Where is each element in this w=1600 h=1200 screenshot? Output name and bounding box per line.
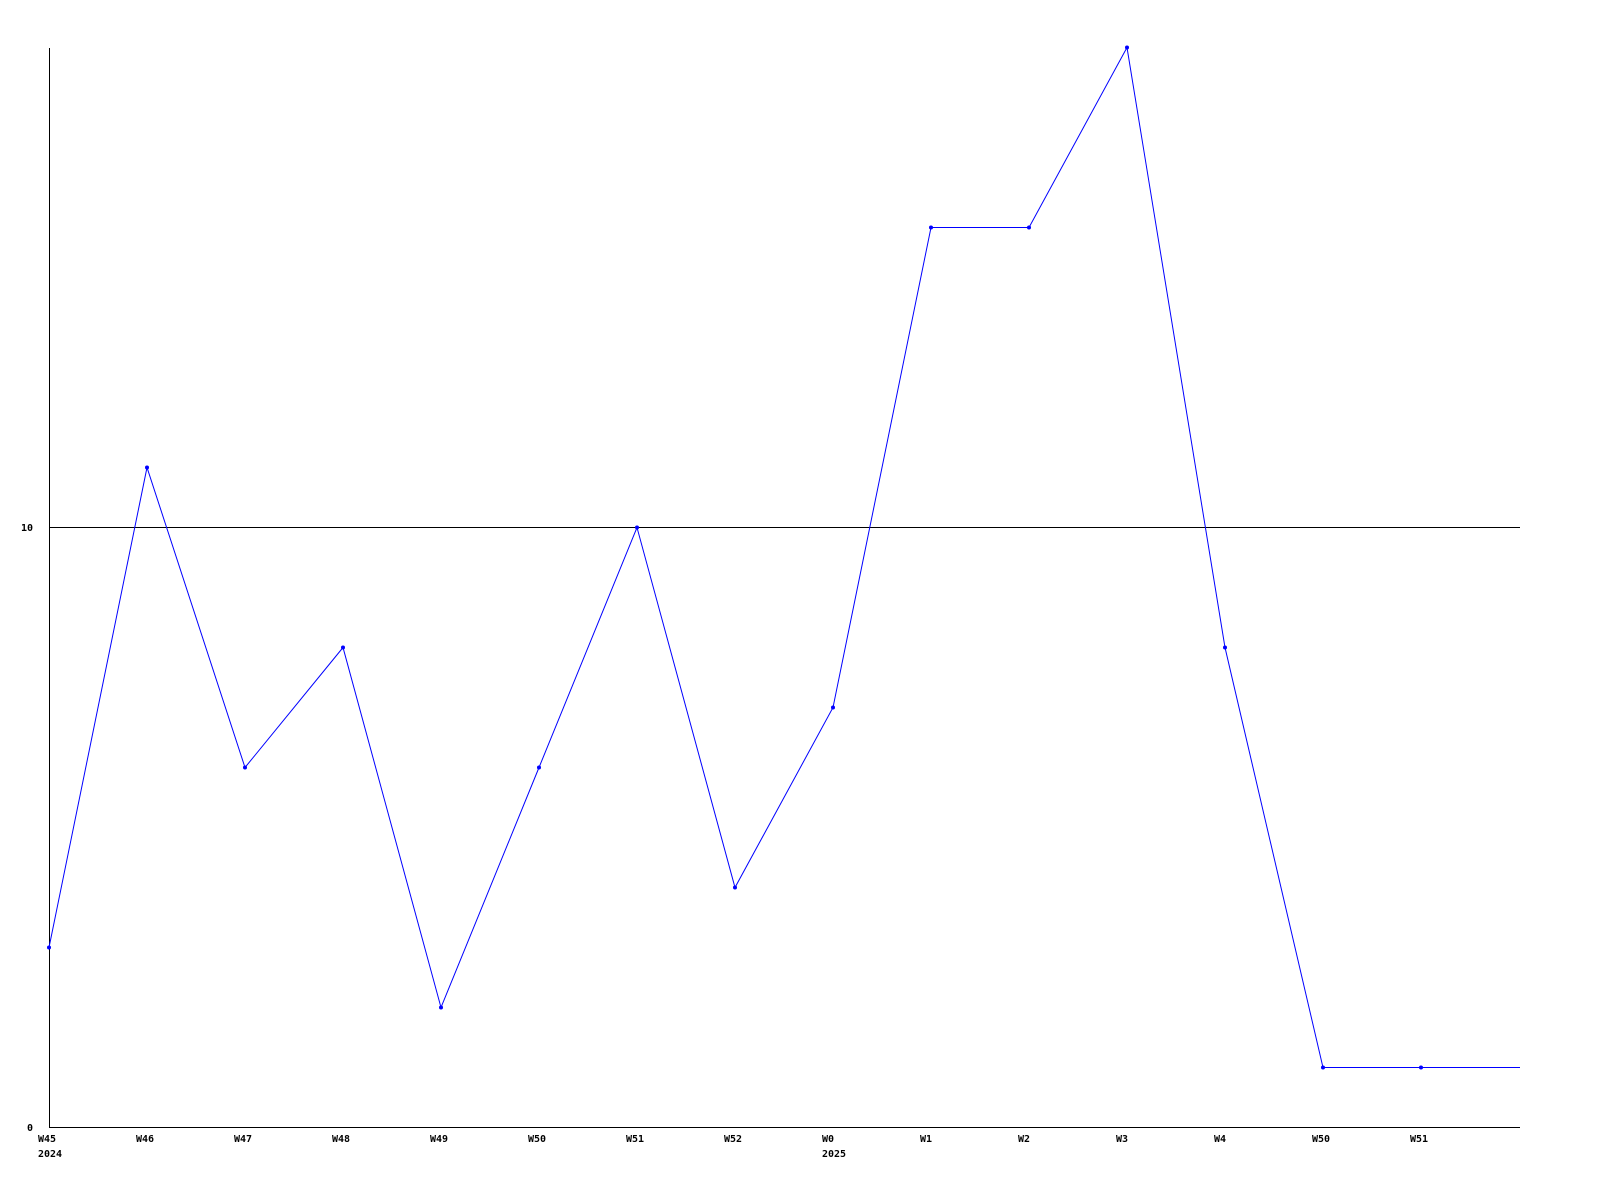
x-tick-label: W50 — [1312, 1134, 1330, 1145]
x-tick-label: W4 — [1214, 1134, 1226, 1145]
data-point — [47, 945, 51, 950]
series-line — [48, 45, 1520, 1068]
x-tick-label: W2 — [1018, 1134, 1030, 1145]
x-year-label: 2025 — [822, 1149, 846, 1160]
x-tick-label: W45 — [38, 1134, 56, 1145]
series — [47, 45, 1520, 1070]
x-tick-label: W52 — [724, 1134, 742, 1145]
data-point — [733, 885, 737, 890]
data-point — [341, 645, 345, 650]
data-point — [831, 705, 835, 710]
x-tick-label: W51 — [626, 1134, 644, 1145]
data-point — [1321, 1065, 1325, 1070]
data-point — [1027, 225, 1031, 230]
x-tick-label: W0 — [822, 1134, 834, 1145]
data-point — [1125, 45, 1129, 50]
x-tick-label: W48 — [332, 1134, 350, 1145]
x-tick-labels: W45 W46 W47 W48 W49 W50 W51 W52 W0 W1 W2 W3 W4 W50 W51… — [38, 1134, 1428, 1160]
x-tick-label: W1 — [920, 1134, 932, 1145]
y-tick-label: 0 — [27, 1123, 33, 1134]
data-point — [635, 525, 639, 530]
y-tick-labels: 0 10 — [21, 523, 33, 1134]
x-tick-label: W3 — [1116, 1134, 1128, 1145]
data-point — [537, 765, 541, 770]
x-tick-label: W49 — [430, 1134, 448, 1145]
x-year-label: 2024 — [38, 1149, 62, 1160]
data-point — [243, 765, 247, 770]
data-point — [1223, 645, 1227, 650]
x-tick-label: W51 — [1410, 1134, 1428, 1145]
x-tick-label: W50 — [528, 1134, 546, 1145]
x-tick-label: W47 — [234, 1134, 252, 1145]
data-point — [439, 1005, 443, 1010]
data-point — [145, 465, 149, 470]
y-tick-label: 10 — [21, 523, 33, 534]
data-point — [1419, 1065, 1423, 1070]
x-tick-label: W46 — [136, 1134, 154, 1145]
data-point — [929, 225, 933, 230]
